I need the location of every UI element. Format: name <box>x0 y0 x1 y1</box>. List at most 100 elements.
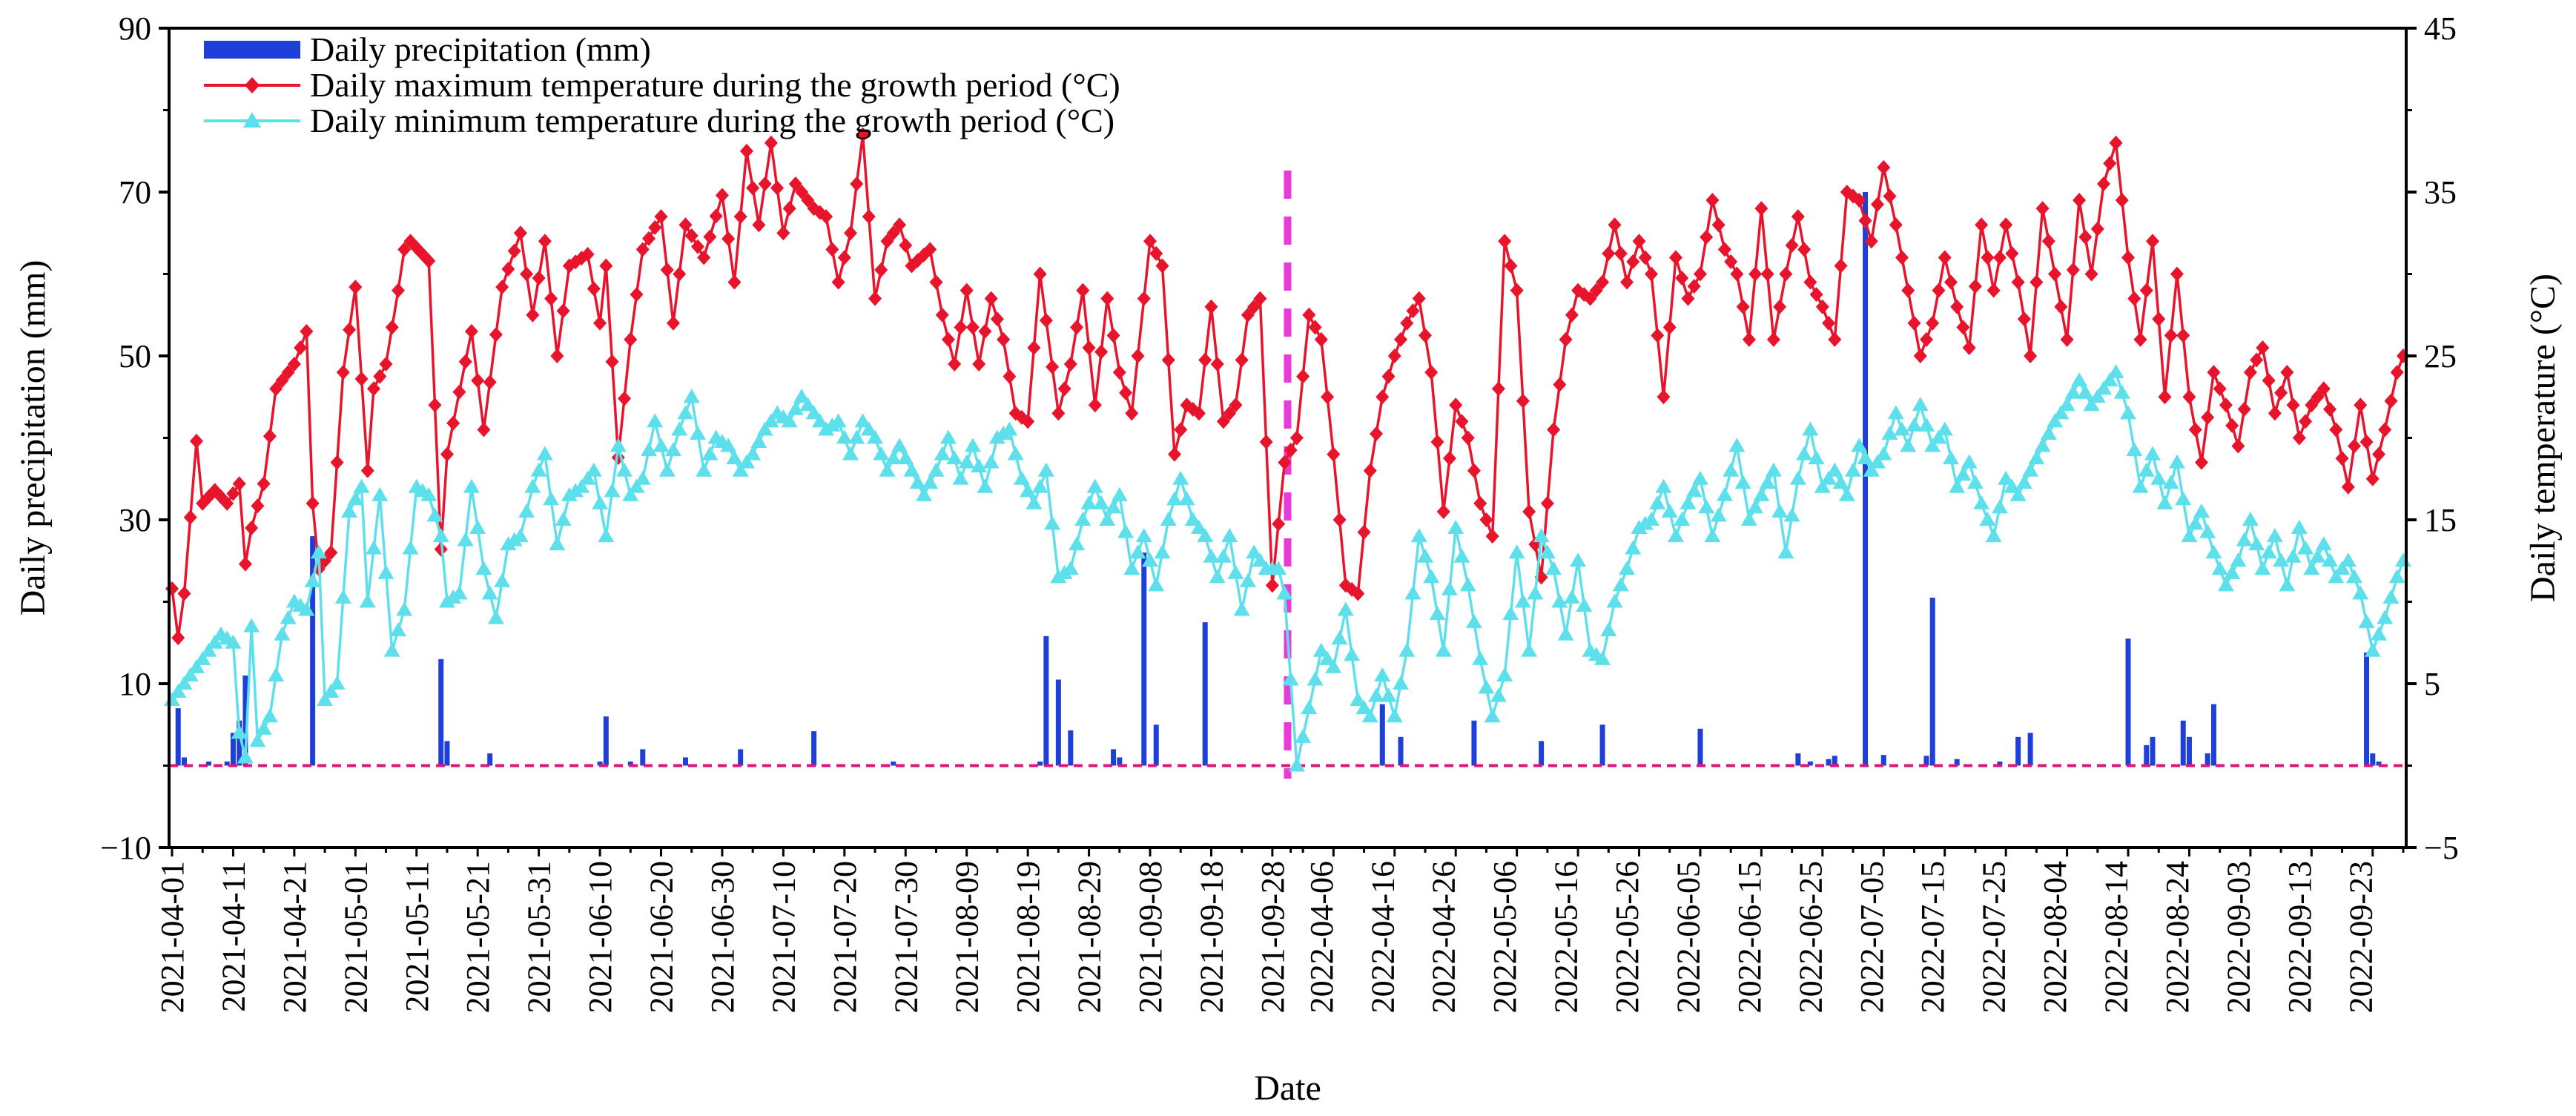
min-temp-point <box>1900 438 1917 452</box>
min-temp-point <box>939 429 957 444</box>
min-temp-point <box>1197 528 1214 543</box>
max-temp-point <box>1889 217 1903 233</box>
max-temp-point <box>978 323 992 339</box>
right-tick-label: 15 <box>2424 502 2457 538</box>
x-tick-label: 2022-06-25 <box>1792 861 1829 1013</box>
min-temp-point <box>1606 593 1623 608</box>
max-temp-point <box>226 486 240 501</box>
max-temp-point <box>630 287 644 303</box>
max-temp-point <box>1119 385 1133 400</box>
max-temp-point <box>1247 299 1261 314</box>
max-temp-point <box>2133 331 2147 347</box>
max-temp-point <box>923 242 937 257</box>
min-temp-point <box>1227 564 1244 579</box>
max-temp-point <box>941 331 955 347</box>
min-temp-point <box>1111 486 1128 501</box>
min-temp-point <box>2358 614 2375 629</box>
max-temp-point <box>464 323 478 339</box>
min-temp-point <box>897 450 914 465</box>
min-temp-point <box>622 486 639 501</box>
max-temp-point <box>1278 455 1292 470</box>
max-temp-point <box>715 188 729 203</box>
min-temp-point <box>628 478 645 493</box>
min-temp-point <box>781 413 798 428</box>
max-temp-point <box>2090 221 2104 237</box>
max-temp-point <box>874 262 888 277</box>
max-temp-point <box>1834 258 1848 274</box>
min-temp-point <box>2089 389 2106 403</box>
max-temp-point <box>2017 311 2031 327</box>
min-temp-point <box>341 503 358 518</box>
max-temp-point <box>1540 495 1554 511</box>
min-temp-point <box>1942 450 1959 465</box>
left-tick-label: 50 <box>119 338 151 374</box>
min-temp-point <box>799 397 816 412</box>
min-temp-point <box>1930 429 1947 444</box>
min-temp-point <box>2138 462 2155 477</box>
max-temp-point <box>538 234 552 249</box>
min-temp-point <box>1178 491 1195 506</box>
max-temp-point <box>1302 307 1316 323</box>
min-temp-point <box>598 528 615 543</box>
min-temp-point <box>879 462 896 477</box>
max-temp-point <box>1657 389 1671 405</box>
precip-bar <box>230 733 236 766</box>
max-temp-point <box>886 225 900 241</box>
min-temp-point <box>426 507 443 522</box>
min-temp-point <box>1123 561 1140 575</box>
precip-bar <box>1807 761 1813 766</box>
max-temp-point <box>1797 242 1812 257</box>
max-temp-point <box>1668 250 1682 265</box>
min-temp-point <box>1429 606 1446 621</box>
max-temp-point <box>300 323 314 339</box>
max-temp-point <box>690 239 704 254</box>
max-temp-point <box>1858 213 1872 228</box>
min-temp-point <box>2242 512 2259 526</box>
min-temp-point <box>2273 552 2290 567</box>
min-temp-point <box>1325 658 1342 673</box>
min-temp-point <box>1619 561 1636 575</box>
max-temp-point <box>758 176 772 191</box>
right-tick-label: 25 <box>2424 338 2457 374</box>
min-temp-point <box>1154 544 1171 559</box>
min-temp-point <box>1845 462 1862 477</box>
max-temp-point <box>1442 451 1456 466</box>
min-temp-point <box>347 491 364 506</box>
min-temp-point <box>1105 499 1122 514</box>
max-temp-point <box>275 373 289 389</box>
max-temp-point <box>513 225 527 241</box>
min-temp-point <box>549 536 566 551</box>
max-temp-point <box>997 331 1011 347</box>
max-temp-point <box>2237 401 2251 417</box>
max-temp-point <box>721 231 736 246</box>
legend-swatch-precip <box>204 41 300 59</box>
min-temp-point <box>842 446 859 460</box>
x-tick-label: 2021-04-21 <box>277 861 313 1013</box>
min-temp-point <box>1472 650 1489 665</box>
max-temp-point <box>642 231 656 246</box>
min-temp-point <box>2113 384 2130 399</box>
precip-bar <box>175 708 181 766</box>
precip-bar <box>237 720 242 766</box>
max-temp-point <box>1155 258 1169 274</box>
min-temp-point <box>891 438 908 452</box>
min-temp-point <box>604 483 621 498</box>
max-temp-point <box>1901 283 1915 298</box>
min-temp-markers <box>164 364 2411 772</box>
min-temp-point <box>2371 626 2388 641</box>
min-temp-point <box>756 421 773 436</box>
max-temp-point <box>1357 524 1371 540</box>
x-tick-label: 2021-07-30 <box>888 861 924 1013</box>
max-temp-point <box>477 422 491 438</box>
max-temp-point <box>801 193 815 208</box>
max-temp-point <box>1907 315 1921 331</box>
max-temp-point <box>984 291 998 306</box>
max-temp-point <box>1632 234 1646 249</box>
x-tick-label: 2021-08-09 <box>949 861 985 1013</box>
max-temp-point <box>2152 311 2166 327</box>
precip-bar <box>205 761 211 766</box>
precip-bar <box>242 675 248 766</box>
min-temp-point <box>1826 462 1843 477</box>
min-temp-point <box>1674 512 1691 526</box>
min-temp-point <box>494 572 511 587</box>
